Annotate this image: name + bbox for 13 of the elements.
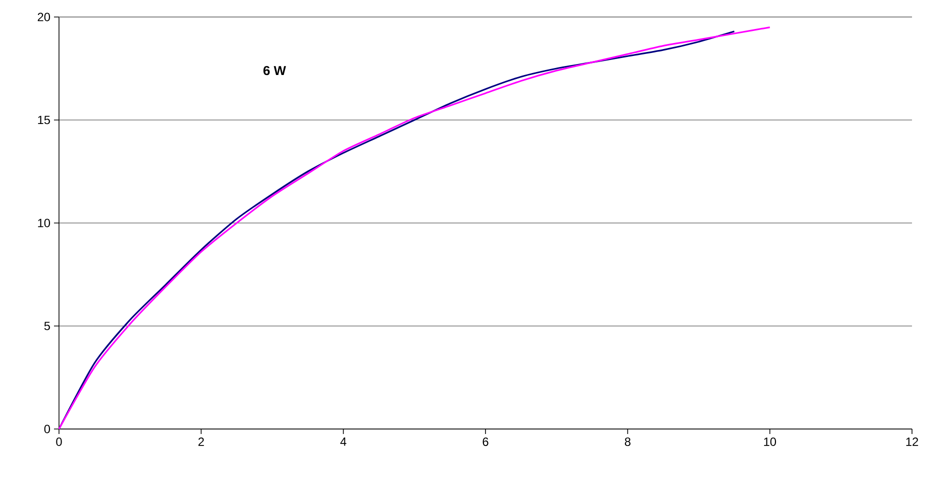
y-tick-label: 5 bbox=[44, 322, 50, 330]
y-tick-label: 0 bbox=[44, 424, 50, 434]
y-tick-label: 10 bbox=[38, 218, 50, 228]
y-tick-label: 15 bbox=[38, 116, 50, 124]
x-tick-label: 12 bbox=[906, 438, 918, 446]
x-tick-label: 10 bbox=[764, 438, 776, 446]
x-tick-label: 6 bbox=[482, 438, 488, 446]
annotation: 6 W bbox=[263, 66, 286, 76]
x-tick-label: 2 bbox=[198, 438, 204, 446]
x-tick-label: 0 bbox=[56, 438, 62, 446]
x-tick-label: 8 bbox=[624, 438, 630, 446]
y-tick-label: 20 bbox=[38, 12, 50, 22]
x-tick-label: 4 bbox=[340, 438, 346, 446]
